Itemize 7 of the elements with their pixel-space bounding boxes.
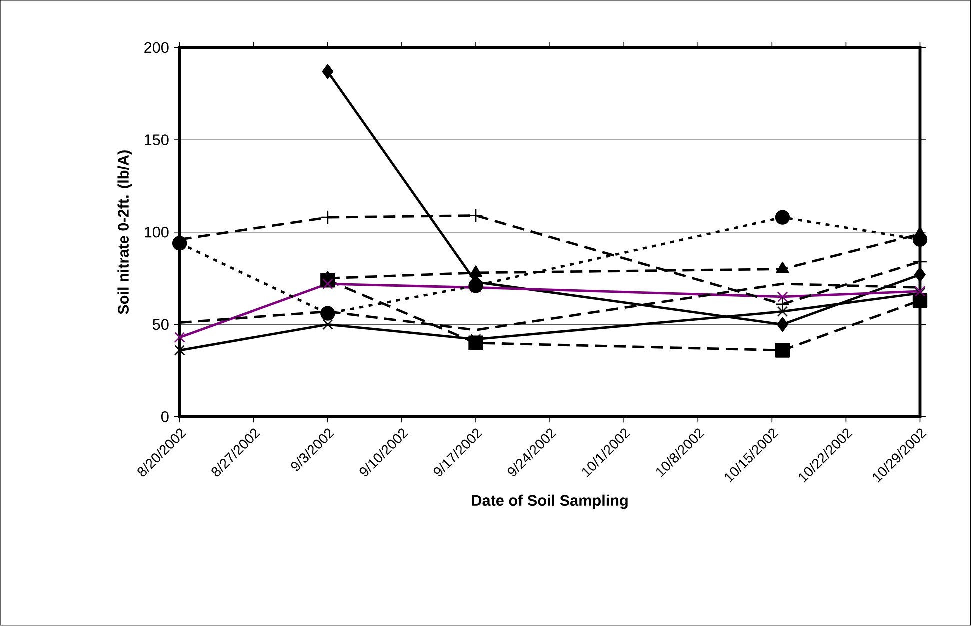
x-axis-title: Date of Soil Sampling bbox=[472, 494, 628, 510]
y-tick-label: 150 bbox=[145, 134, 169, 146]
y-tick-label: 200 bbox=[144, 42, 169, 54]
y-tick-label: 0 bbox=[162, 412, 169, 422]
y-tick-label: 50 bbox=[152, 319, 169, 330]
y-tick-label: 100 bbox=[145, 227, 169, 238]
y-axis-title: Soil nitrate 0-2ft. (lb/A) bbox=[118, 150, 132, 315]
